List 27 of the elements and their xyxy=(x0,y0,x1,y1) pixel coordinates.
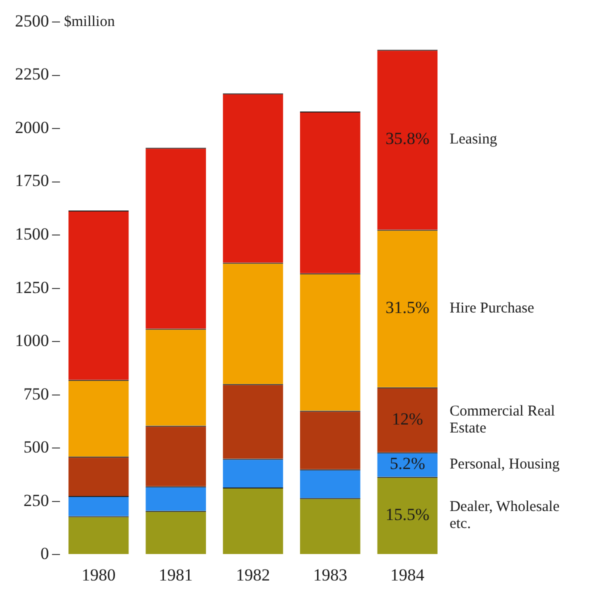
annotation: 15.5% xyxy=(385,504,430,524)
series-label: Personal, Housing xyxy=(450,456,560,473)
y-tick-label: 1000 xyxy=(15,331,49,350)
y-tick-label: 2250 xyxy=(15,64,49,84)
series-label: Commercial Real Estate xyxy=(450,403,555,436)
y-axis-title: $million xyxy=(64,14,116,30)
annotation: 35.8% xyxy=(385,129,430,148)
annotation: 5.2% xyxy=(390,454,426,474)
annotation: 31.5% xyxy=(385,298,430,318)
annotation: 12% xyxy=(392,409,423,428)
x-tick-label: 1981 xyxy=(158,565,193,584)
y-tick-label: 250 xyxy=(24,490,49,510)
series-label: Dealer, Wholesale etc. xyxy=(450,498,560,532)
x-tick-label: 1980 xyxy=(82,565,116,584)
y-tick-label: 0 xyxy=(40,544,49,564)
x-tick-label: 1984 xyxy=(390,565,425,584)
y-tick-label: 2500 xyxy=(15,11,49,30)
series-label: Hire Purchase xyxy=(450,300,534,316)
y-tick-label: 750 xyxy=(24,384,49,404)
y-tick-label: 500 xyxy=(24,438,49,457)
x-tick-label: 1982 xyxy=(236,565,270,584)
y-tick-label: 1250 xyxy=(15,278,49,297)
series-label: Leasing xyxy=(450,132,498,148)
y-tick-label: 2000 xyxy=(15,118,49,137)
y-tick-label: 1500 xyxy=(15,224,49,244)
x-tick-label: 1983 xyxy=(313,565,348,584)
y-tick-label: 1750 xyxy=(15,171,49,190)
